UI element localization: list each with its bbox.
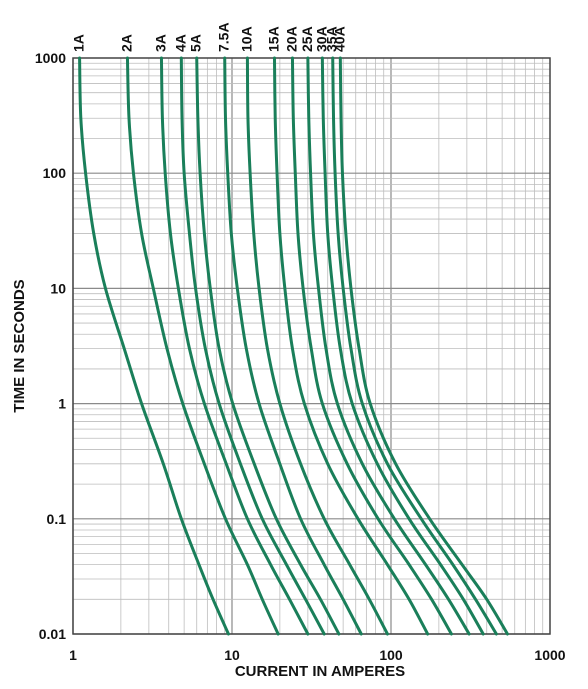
- series-line-40A: [338, 56, 509, 636]
- series-label-2A: 2A: [118, 34, 134, 52]
- series-line-30A: [320, 56, 485, 636]
- series-line-20A: [290, 56, 453, 636]
- x-tick-label: 100: [379, 647, 403, 663]
- x-tick-labels: 1 10 100 1000: [69, 647, 566, 663]
- series-label-40A: 40A: [331, 26, 347, 52]
- series-label-3A: 3A: [153, 34, 169, 52]
- y-tick-label: 10: [50, 280, 66, 296]
- series-line-5A: [195, 56, 341, 636]
- series-label-7-5A: 7.5A: [216, 22, 232, 52]
- series-line-7-5A: [223, 56, 363, 636]
- series-label-25A: 25A: [299, 26, 315, 52]
- series-line-10A: [245, 56, 389, 636]
- series-label-4A: 4A: [172, 34, 188, 52]
- series-label-1A: 1A: [71, 34, 87, 52]
- x-tick-label: 1000: [534, 647, 565, 663]
- y-tick-label: 1: [58, 396, 66, 412]
- series-label-15A: 15A: [266, 26, 282, 52]
- series-line-2A: [125, 56, 280, 636]
- chart-grid: [72, 58, 550, 635]
- series-line-3A: [159, 56, 310, 636]
- series-label-10A: 10A: [238, 26, 254, 52]
- y-tick-label: 0.01: [39, 626, 66, 642]
- x-axis-label: CURRENT IN AMPERES: [235, 663, 405, 680]
- series-line-15A: [272, 56, 430, 636]
- series-label-35A: 35A: [324, 26, 340, 52]
- y-tick-label: 1000: [35, 50, 66, 66]
- series-line-25A: [306, 56, 471, 636]
- x-tick-label: 10: [224, 647, 240, 663]
- series-line-1A: [78, 56, 230, 636]
- plot-frame: [72, 57, 551, 635]
- series-line-35A: [331, 56, 498, 636]
- series-label-30A: 30A: [313, 26, 329, 52]
- chart-series: [78, 56, 509, 636]
- y-tick-label: 100: [43, 165, 67, 181]
- series-label-20A: 20A: [284, 26, 300, 52]
- x-tick-label: 1: [69, 647, 77, 663]
- series-line-4A: [179, 56, 326, 636]
- series-label-5A: 5A: [188, 34, 204, 52]
- y-axis-label: TIME IN SECONDS: [11, 279, 28, 412]
- y-tick-labels: 0.01 0.1 1 10 100 1000: [35, 50, 66, 642]
- y-tick-label: 0.1: [47, 511, 67, 527]
